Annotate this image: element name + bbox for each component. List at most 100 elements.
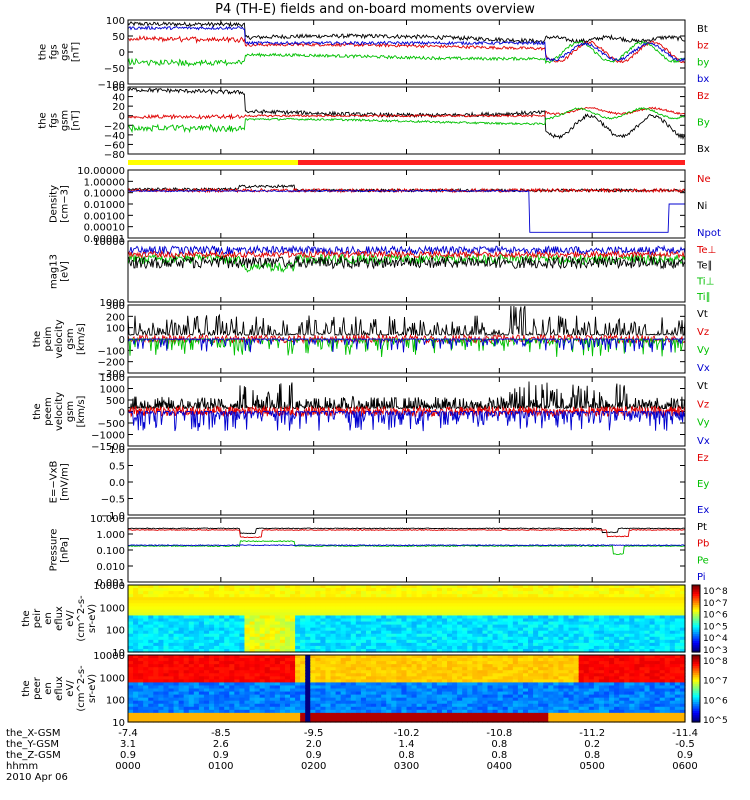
- electron-spectrogram-cell: [128, 664, 134, 668]
- ion-spectrogram-cell: [168, 609, 175, 614]
- ion-spectrogram-cell: [183, 639, 190, 644]
- ion-spectrogram-cell: [381, 645, 387, 650]
- ion-spectrogram-cell: [543, 645, 549, 650]
- electron-spectrogram-cell: [295, 688, 301, 693]
- ion-spectrogram-cell: [148, 585, 154, 589]
- electron-spectrogram-cell: [340, 670, 347, 674]
- ion-spectrogram-cell: [360, 615, 367, 620]
- electron-spectrogram-cell: [355, 703, 362, 708]
- electron-spectrogram-cell: [198, 670, 205, 674]
- ion-spectrogram-cell: [173, 618, 180, 623]
- electron-spectrogram-cell: [598, 709, 605, 714]
- ion-spectrogram-cell: [330, 648, 337, 653]
- electron-spectrogram-cell: [533, 715, 539, 720]
- electron-spectrogram-cell: [396, 670, 403, 674]
- electron-spectrogram-cell: [330, 682, 337, 687]
- electron-spectrogram-cell: [300, 700, 306, 705]
- y-tick-label: 1000: [100, 673, 125, 684]
- electron-spectrogram-cell: [558, 691, 565, 696]
- electron-spectrogram-cell: [391, 658, 397, 662]
- electron-spectrogram-cell: [522, 715, 529, 720]
- ion-spectrogram-cell: [198, 591, 205, 595]
- ion-spectrogram-cell: [138, 639, 144, 644]
- ion-spectrogram-cell: [325, 642, 332, 647]
- electron-spectrogram-cell: [472, 685, 478, 690]
- ion-spectrogram-cell: [528, 624, 534, 629]
- ion-spectrogram-cell: [411, 648, 418, 653]
- electron-spectrogram-cell: [138, 670, 144, 674]
- ion-spectrogram-cell: [279, 642, 286, 647]
- electron-spectrogram-cell: [512, 679, 519, 684]
- ion-spectrogram-cell: [396, 606, 403, 610]
- ion-spectrogram-cell: [644, 612, 651, 617]
- x-axis-value: -9.5: [304, 728, 324, 739]
- ion-spectrogram-cell: [452, 645, 458, 650]
- ion-spectrogram-cell: [411, 642, 418, 647]
- ion-spectrogram-cell: [548, 618, 554, 623]
- ion-spectrogram-cell: [284, 606, 291, 610]
- electron-spectrogram-cell: [386, 682, 392, 687]
- electron-spectrogram-cell: [315, 700, 322, 705]
- electron-spectrogram-cell: [507, 661, 514, 665]
- ion-spectrogram-cell: [654, 591, 661, 595]
- electron-spectrogram-cell: [603, 658, 610, 662]
- electron-spectrogram-cell: [229, 715, 235, 720]
- electron-spectrogram-cell: [178, 661, 185, 665]
- ion-spectrogram-cell: [598, 630, 605, 635]
- ion-spectrogram-cell: [497, 606, 504, 610]
- electron-spectrogram-cell: [522, 685, 529, 690]
- electron-spectrogram-cell: [178, 715, 185, 720]
- ion-spectrogram-cell: [183, 606, 190, 610]
- ion-spectrogram-cell: [168, 588, 175, 592]
- ion-spectrogram-cell: [259, 624, 266, 629]
- electron-spectrogram-cell: [381, 694, 387, 699]
- ion-spectrogram-cell: [330, 627, 337, 632]
- ion-spectrogram-cell: [553, 627, 560, 632]
- ion-spectrogram-cell: [649, 636, 656, 641]
- ion-spectrogram-cell: [335, 585, 342, 589]
- electron-spectrogram-cell: [538, 661, 544, 665]
- electron-spectrogram-cell: [431, 676, 438, 680]
- electron-spectrogram-cell: [178, 679, 185, 684]
- series-by: [127, 40, 686, 68]
- ion-spectrogram-cell: [355, 594, 362, 598]
- electron-spectrogram-cell: [411, 655, 418, 659]
- electron-spectrogram-cell: [305, 709, 311, 714]
- ion-spectrogram-cell: [421, 588, 428, 592]
- ion-spectrogram-cell: [325, 627, 332, 632]
- electron-spectrogram-cell: [614, 679, 620, 684]
- electron-spectrogram-cell: [421, 658, 428, 662]
- ion-spectrogram-cell: [548, 636, 554, 641]
- electron-spectrogram-cell: [533, 664, 539, 668]
- electron-spectrogram-cell: [138, 664, 144, 668]
- electron-spectrogram-cell: [274, 700, 281, 705]
- ion-spectrogram-cell: [178, 603, 185, 607]
- ion-spectrogram-cell: [416, 636, 423, 641]
- ion-spectrogram-cell: [421, 591, 428, 595]
- electron-spectrogram-cell: [300, 706, 306, 711]
- ion-spectrogram-cell: [138, 591, 144, 595]
- electron-spectrogram-cell: [335, 673, 342, 677]
- electron-spectrogram-cell: [603, 676, 610, 680]
- ion-spectrogram-cell: [249, 615, 256, 620]
- ion-spectrogram-cell: [659, 597, 666, 601]
- ylabel-line: eV/: [65, 610, 76, 627]
- ion-spectrogram-cell: [568, 618, 575, 623]
- ion-spectrogram-cell: [279, 600, 286, 604]
- electron-spectrogram-cell: [416, 691, 423, 696]
- ion-spectrogram-cell: [381, 588, 387, 592]
- electron-spectrogram-cell: [284, 706, 291, 711]
- electron-spectrogram-cell: [441, 682, 448, 687]
- ion-spectrogram-cell: [548, 606, 554, 610]
- electron-spectrogram-cell: [300, 685, 306, 690]
- electron-spectrogram-cell: [295, 664, 301, 668]
- ion-spectrogram-cell: [244, 603, 251, 607]
- electron-spectrogram-cell: [436, 658, 443, 662]
- ion-spectrogram-cell: [477, 618, 484, 623]
- electron-spectrogram-cell: [138, 691, 144, 696]
- electron-spectrogram-cell: [436, 718, 443, 723]
- ion-spectrogram-cell: [406, 606, 413, 610]
- electron-spectrogram-cell: [133, 700, 139, 705]
- electron-spectrogram-cell: [472, 697, 478, 702]
- ion-spectrogram-cell: [624, 630, 630, 635]
